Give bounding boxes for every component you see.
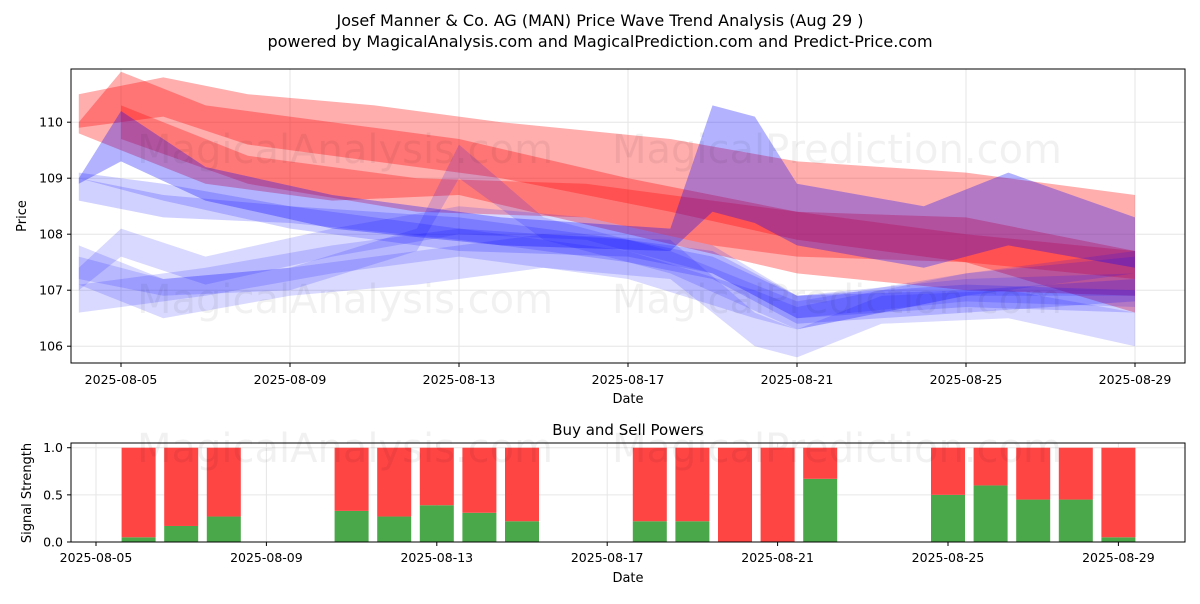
price-plot-frame: [70, 68, 1186, 364]
sell-power-bar: [1101, 447, 1136, 538]
watermark-right-top: MagicalPrediction.com: [612, 127, 1062, 173]
sell-power-bar: [1058, 447, 1093, 500]
price-band-blue-3: [78, 105, 1135, 268]
price-band-red-1: [78, 71, 1135, 296]
sell-power-bar: [206, 447, 241, 517]
price-band-blue-9: [78, 144, 1135, 330]
buy-power-bar: [164, 525, 199, 542]
sell-power-bar: [462, 447, 497, 513]
sell-power-bar: [931, 447, 965, 495]
buy-power-bar: [973, 485, 1008, 542]
buy-power-bar: [632, 521, 667, 542]
price-y-axis-label: Price: [15, 200, 30, 232]
price-band-blue-7: [78, 206, 1135, 319]
buy-power-bar: [675, 521, 710, 542]
signal-y-ticks: 0.0 0.5 1.0: [43, 440, 71, 550]
buy-power-bar: [1058, 499, 1093, 542]
signal-x-tick-label: 2025-08-21: [741, 550, 814, 565]
price-band-blue-8: [78, 172, 1135, 319]
signal-y-tick-label: 0.5: [43, 487, 63, 502]
chart-title: Josef Manner & Co. AG (MAN) Price Wave T…: [336, 11, 864, 30]
chart-subtitle: powered by MagicalAnalysis.com and Magic…: [267, 32, 932, 51]
price-x-tick-label: 2025-08-25: [930, 372, 1003, 387]
price-grid: [71, 69, 1185, 363]
buy-power-bar: [1101, 537, 1136, 542]
buy-power-bar: [931, 494, 965, 542]
price-x-tick-label: 2025-08-09: [254, 372, 327, 387]
buy-power-bar: [334, 510, 369, 542]
price-y-tick-label: 107: [39, 283, 63, 298]
signal-x-axis-label: Date: [612, 571, 643, 586]
price-band-blue-5: [78, 234, 1135, 358]
price-y-tick-label: 108: [39, 227, 63, 242]
signal-x-tick-label: 2025-08-17: [571, 550, 644, 565]
sell-power-bar: [632, 447, 667, 522]
signal-y-tick-label: 0.0: [43, 535, 63, 550]
price-x-tick-label: 2025-08-17: [592, 372, 665, 387]
signal-x-tick-label: 2025-08-05: [60, 550, 133, 565]
price-bands: [78, 71, 1135, 358]
price-band-blue-6: [78, 228, 1135, 330]
buy-power-bar: [377, 516, 412, 542]
sell-power-bar: [803, 447, 838, 479]
watermark-left-mid: MagicalAnalysis.com: [137, 277, 553, 323]
price-band-red-2: [121, 105, 1135, 280]
sell-power-bar: [1016, 447, 1051, 500]
watermark-left-top: MagicalAnalysis.com: [137, 127, 553, 173]
signal-bars: [121, 447, 1136, 542]
sell-power-bar: [121, 447, 156, 538]
price-x-tick-label: 2025-08-13: [423, 372, 496, 387]
price-band-red-0: [78, 77, 1135, 313]
price-y-ticks: 106 107 108 109 110: [39, 115, 71, 354]
price-band-blue-4: [78, 178, 1135, 324]
signal-plot-frame: [70, 442, 1186, 543]
buy-power-bar: [121, 537, 156, 542]
price-y-tick-label: 109: [39, 171, 63, 186]
price-x-ticks: 2025-08-05 2025-08-09 2025-08-13 2025-08-17…: [85, 363, 1172, 387]
signal-x-tick-label: 2025-08-09: [230, 550, 303, 565]
sell-power-bar: [718, 447, 752, 542]
buy-power-bar: [419, 505, 454, 542]
buy-power-bar: [1016, 499, 1051, 542]
buy-power-bar: [462, 512, 497, 542]
signal-y-tick-label: 1.0: [43, 440, 63, 455]
watermark-left-bottom: MagicalAnalysis.com: [137, 426, 553, 472]
price-x-tick-label: 2025-08-29: [1099, 372, 1172, 387]
buy-power-bar: [206, 516, 241, 542]
sell-power-bar: [675, 447, 710, 522]
watermark-right-bottom: MagicalPrediction.com: [612, 426, 1062, 472]
sell-power-bar: [334, 447, 369, 511]
buy-power-bar: [803, 478, 838, 542]
price-x-tick-label: 2025-08-21: [761, 372, 834, 387]
price-x-axis-label: Date: [612, 392, 643, 407]
sell-power-bar: [505, 447, 539, 522]
signal-y-axis-label: Signal Strength: [20, 443, 35, 543]
price-x-tick-label: 2025-08-05: [85, 372, 158, 387]
sell-power-bar: [760, 447, 795, 542]
sell-power-bar: [419, 447, 454, 506]
signal-x-tick-label: 2025-08-13: [400, 550, 473, 565]
signal-x-ticks: 2025-08-05 2025-08-09 2025-08-13 2025-08-17…: [60, 542, 1155, 565]
price-y-tick-label: 110: [39, 115, 63, 130]
buy-power-bar: [505, 521, 539, 542]
sell-power-bar: [164, 447, 199, 526]
signal-x-tick-label: 2025-08-25: [912, 550, 985, 565]
price-y-tick-label: 106: [39, 339, 63, 354]
signal-panel: Buy and Sell Powers MagicalAnalysis.com …: [20, 421, 1186, 586]
sell-power-bar: [973, 447, 1008, 486]
price-panel: MagicalAnalysis.com MagicalPrediction.co…: [15, 68, 1186, 407]
watermark-right-mid: MagicalPrediction.com: [612, 277, 1062, 323]
signal-chart-title: Buy and Sell Powers: [552, 421, 704, 439]
sell-power-bar: [377, 447, 412, 517]
signal-x-tick-label: 2025-08-29: [1082, 550, 1155, 565]
